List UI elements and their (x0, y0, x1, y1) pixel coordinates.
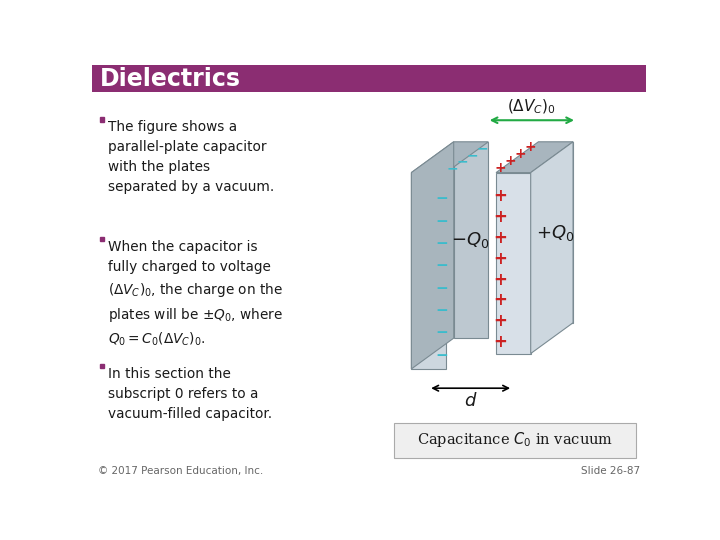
Text: $-Q_0$: $-Q_0$ (451, 231, 490, 251)
Text: −: − (446, 162, 458, 176)
Polygon shape (531, 142, 573, 354)
Text: −: − (477, 141, 488, 155)
Text: The figure shows a
parallel-plate capacitor
with the plates
separated by a vacuu: The figure shows a parallel-plate capaci… (108, 120, 274, 194)
Text: −: − (435, 281, 448, 295)
Text: $(\Delta V_C)_0$: $(\Delta V_C)_0$ (508, 98, 557, 117)
Text: +: + (504, 154, 516, 168)
Polygon shape (496, 173, 531, 354)
Text: −: − (456, 155, 468, 169)
Text: −: − (435, 236, 448, 251)
Polygon shape (411, 142, 454, 369)
Text: −: − (435, 325, 448, 340)
Text: −: − (435, 214, 448, 228)
Text: Slide 26-87: Slide 26-87 (581, 466, 640, 476)
Polygon shape (496, 142, 573, 173)
Text: +: + (524, 140, 536, 154)
Text: © 2017 Pearson Education, Inc.: © 2017 Pearson Education, Inc. (98, 466, 264, 476)
Text: +: + (494, 208, 508, 226)
Text: −: − (435, 348, 448, 362)
Text: −: − (467, 148, 478, 162)
Text: +: + (494, 333, 508, 351)
Text: +: + (494, 250, 508, 268)
Text: $d$: $d$ (464, 392, 477, 410)
Text: +: + (494, 312, 508, 330)
Text: In this section the
subscript 0 refers to a
vacuum-filled capacitor.: In this section the subscript 0 refers t… (108, 367, 272, 421)
FancyBboxPatch shape (395, 423, 636, 458)
Text: −: − (435, 258, 448, 273)
Text: Dielectrics: Dielectrics (99, 66, 240, 91)
Text: $+Q_0$: $+Q_0$ (536, 222, 575, 242)
Text: Capacitance $C_0$ in vacuum: Capacitance $C_0$ in vacuum (417, 429, 613, 449)
Text: −: − (435, 303, 448, 318)
Polygon shape (411, 173, 446, 369)
Polygon shape (454, 142, 488, 338)
Text: When the capacitor is
fully charged to voltage
$(\Delta V_C)_0$, the charge on t: When the capacitor is fully charged to v… (108, 240, 283, 348)
FancyBboxPatch shape (92, 65, 647, 92)
Text: +: + (494, 292, 508, 309)
Text: +: + (494, 229, 508, 247)
Bar (99, 363, 104, 368)
Bar (99, 237, 104, 241)
Text: +: + (494, 161, 505, 175)
Text: +: + (494, 187, 508, 206)
Text: −: − (435, 191, 448, 206)
Polygon shape (539, 142, 573, 323)
Text: +: + (494, 271, 508, 288)
Polygon shape (411, 142, 488, 173)
Bar (99, 117, 104, 122)
Text: +: + (514, 147, 526, 161)
